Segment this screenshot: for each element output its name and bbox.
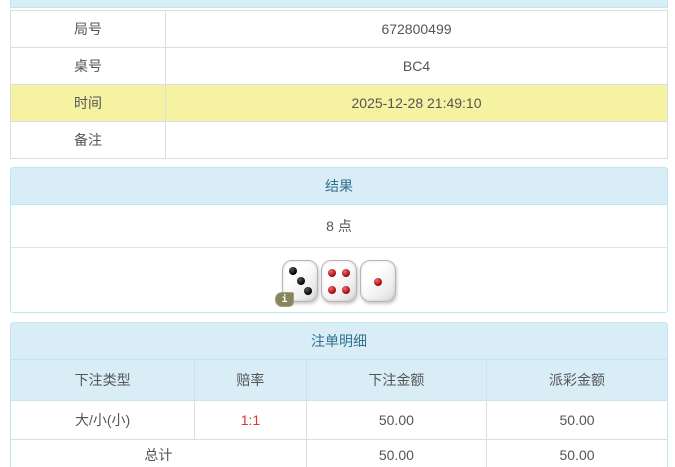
total-row: 总计 50.00 50.00: [11, 438, 667, 467]
result-panel-title: 结果: [11, 168, 667, 205]
die-pip: [296, 277, 305, 285]
header-strip: [10, 0, 668, 8]
result-panel: 结果 8 点 i: [10, 167, 668, 313]
remark-label: 备注: [10, 121, 166, 159]
info-row-game-id: 局号 672800499: [10, 10, 668, 48]
bets-panel: 注单明细 下注类型 赔率 下注金额 派彩金额 大/小(小) 1:1 50.00 …: [10, 322, 668, 467]
col-header-bet-amount: 下注金额: [305, 360, 488, 401]
remark-value: [165, 121, 668, 159]
die-pip: [304, 286, 313, 295]
dice-info-icon[interactable]: i: [275, 292, 294, 307]
die-pip: [328, 285, 337, 294]
result-points: 8 点: [11, 205, 667, 248]
bets-header-row: 下注类型 赔率 下注金额 派彩金额: [11, 360, 667, 401]
total-label-cell: 总计: [11, 438, 307, 467]
die-pip: [328, 269, 337, 277]
die-pip: [374, 277, 382, 286]
col-header-odds: 赔率: [194, 360, 307, 401]
die-pip: [341, 269, 350, 277]
die-1-value-3: i: [275, 260, 318, 307]
time-value: 2025-12-28 21:49:10: [165, 84, 668, 122]
bet-type-cell: 大/小(小): [11, 399, 196, 440]
bets-table: 下注类型 赔率 下注金额 派彩金额 大/小(小) 1:1 50.00 50.00…: [11, 360, 667, 467]
bet-amount-cell: 50.00: [305, 399, 488, 440]
game-id-label: 局号: [10, 10, 166, 48]
bet-row: 大/小(小) 1:1 50.00 50.00: [11, 399, 667, 440]
table-id-label: 桌号: [10, 47, 166, 85]
die-pip: [341, 285, 350, 294]
col-header-bet-type: 下注类型: [11, 360, 196, 401]
die-pip: [289, 267, 298, 276]
total-payout-cell: 50.00: [486, 438, 667, 467]
bet-odds-cell: 1:1: [194, 399, 307, 440]
dice-row: i: [11, 248, 667, 312]
time-label: 时间: [10, 84, 166, 122]
bets-panel-title: 注单明细: [11, 323, 667, 360]
info-row-remark: 备注: [10, 121, 668, 159]
bet-payout-cell: 50.00: [486, 399, 667, 440]
game-id-value: 672800499: [165, 10, 668, 48]
info-row-table-id: 桌号 BC4: [10, 47, 668, 85]
die-3-value-1: [360, 260, 396, 302]
game-info-table: 局号 672800499 桌号 BC4 时间 2025-12-28 21:49:…: [10, 10, 668, 159]
die-2-value-4: [321, 260, 357, 302]
info-row-time: 时间 2025-12-28 21:49:10: [10, 84, 668, 122]
table-id-value: BC4: [165, 47, 668, 85]
col-header-payout: 派彩金额: [486, 360, 667, 401]
total-bet-amount-cell: 50.00: [305, 438, 488, 467]
